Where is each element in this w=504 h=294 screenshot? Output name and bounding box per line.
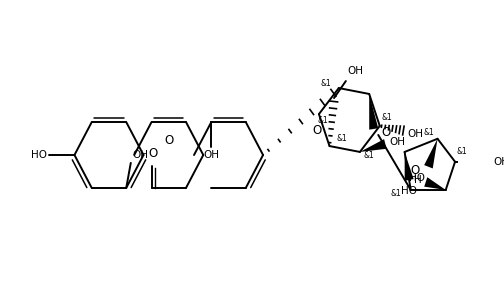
Text: &1: &1 — [321, 78, 332, 88]
Text: OH: OH — [133, 150, 149, 160]
Polygon shape — [360, 139, 387, 152]
Text: O: O — [312, 123, 322, 137]
Text: HO: HO — [409, 173, 425, 183]
Text: &1: &1 — [317, 116, 328, 125]
Text: HO: HO — [31, 150, 47, 160]
Polygon shape — [405, 152, 414, 181]
Text: &1: &1 — [363, 151, 374, 161]
Text: O: O — [381, 126, 390, 139]
Text: &1: &1 — [457, 147, 468, 156]
Polygon shape — [424, 139, 437, 168]
Text: &1: &1 — [382, 113, 392, 122]
Text: OH: OH — [203, 150, 219, 160]
Polygon shape — [369, 94, 378, 130]
Polygon shape — [424, 177, 446, 190]
Text: O: O — [410, 164, 419, 178]
Text: O: O — [164, 134, 173, 147]
Text: OH: OH — [389, 137, 405, 147]
Text: OH: OH — [348, 66, 364, 76]
Text: OH: OH — [407, 129, 423, 139]
Text: OH: OH — [493, 157, 504, 167]
Text: O: O — [149, 147, 158, 160]
Text: &1: &1 — [423, 128, 434, 137]
Text: H: H — [414, 175, 422, 185]
Text: &1: &1 — [337, 133, 347, 143]
Text: HO: HO — [401, 186, 417, 196]
Text: &1: &1 — [391, 189, 402, 198]
